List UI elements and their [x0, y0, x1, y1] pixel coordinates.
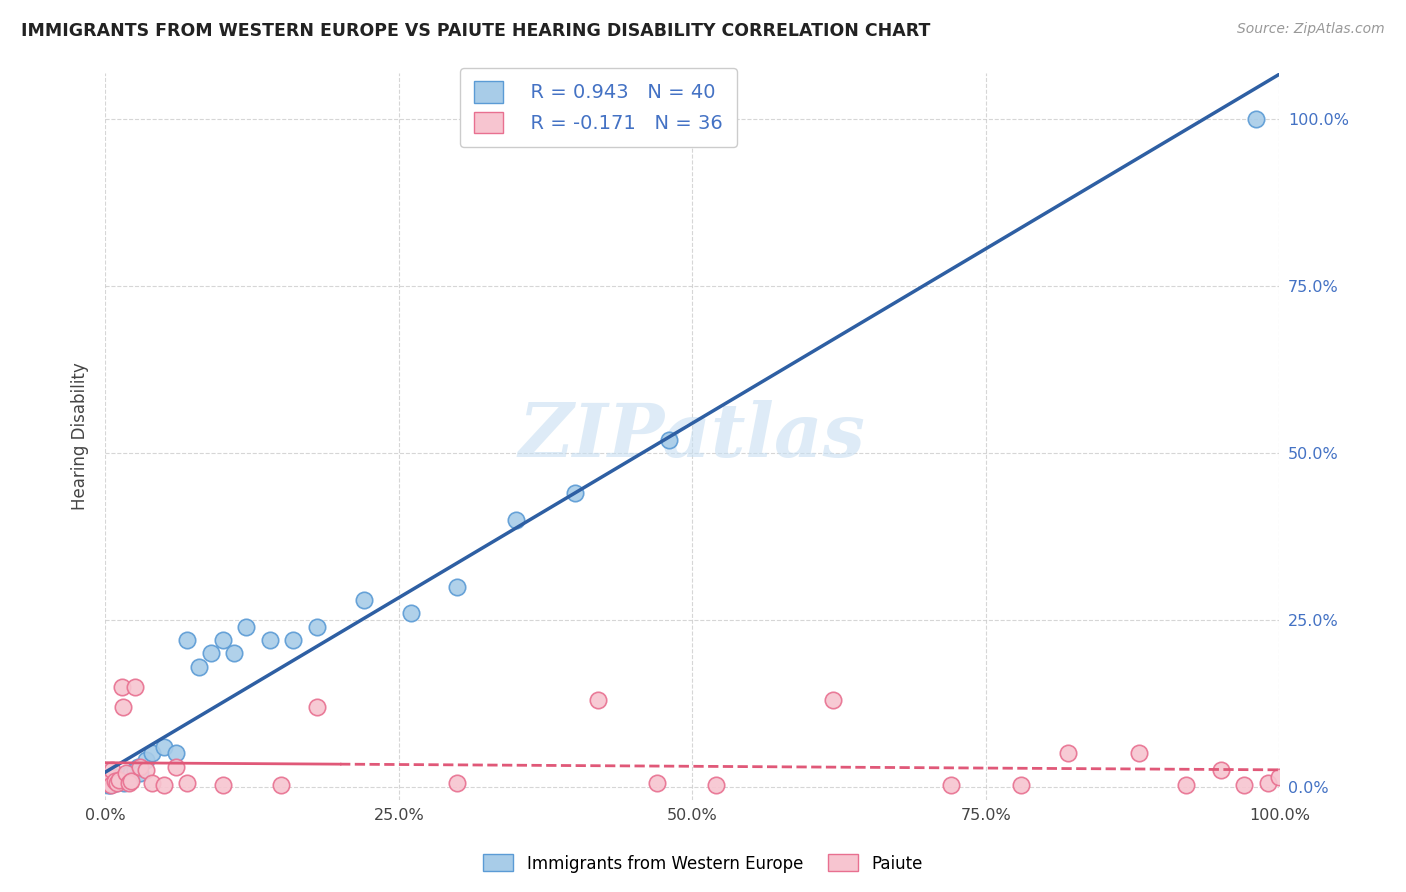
- Point: [188, 659, 211, 673]
- Point: [97, 776, 120, 790]
- Point: [211, 778, 233, 792]
- Point: [1268, 770, 1291, 784]
- Point: [98, 770, 121, 784]
- Point: [211, 632, 233, 647]
- Point: [165, 760, 187, 774]
- Point: [108, 773, 131, 788]
- Point: [645, 776, 668, 790]
- Point: [105, 775, 128, 789]
- Point: [305, 619, 328, 633]
- Point: [112, 776, 135, 790]
- Point: [101, 777, 124, 791]
- Point: [118, 776, 141, 790]
- Point: [1057, 747, 1080, 761]
- Point: [111, 699, 134, 714]
- Point: [588, 693, 610, 707]
- Point: [127, 760, 149, 774]
- Text: Source: ZipAtlas.com: Source: ZipAtlas.com: [1237, 22, 1385, 37]
- Point: [153, 739, 176, 754]
- Point: [1128, 747, 1150, 761]
- Point: [118, 770, 141, 784]
- Point: [124, 680, 146, 694]
- Point: [111, 680, 134, 694]
- Point: [270, 778, 292, 792]
- Point: [1244, 112, 1267, 127]
- Point: [823, 693, 845, 707]
- Point: [135, 763, 157, 777]
- Text: IMMIGRANTS FROM WESTERN EUROPE VS PAIUTE HEARING DISABILITY CORRELATION CHART: IMMIGRANTS FROM WESTERN EUROPE VS PAIUTE…: [21, 22, 931, 40]
- Point: [107, 770, 129, 784]
- Point: [505, 513, 527, 527]
- Point: [104, 773, 127, 788]
- Point: [104, 776, 127, 790]
- Point: [97, 779, 120, 793]
- Point: [353, 593, 375, 607]
- Point: [100, 774, 122, 789]
- Point: [141, 747, 163, 761]
- Point: [110, 774, 132, 789]
- Point: [1010, 778, 1032, 792]
- Point: [120, 766, 142, 780]
- Point: [176, 632, 198, 647]
- Point: [165, 747, 187, 761]
- Point: [105, 776, 128, 790]
- Point: [135, 753, 157, 767]
- Text: ZIPatlas: ZIPatlas: [519, 401, 866, 473]
- Point: [129, 760, 152, 774]
- Point: [115, 768, 138, 782]
- Point: [120, 774, 142, 789]
- Point: [564, 486, 586, 500]
- Point: [446, 776, 468, 790]
- Y-axis label: Hearing Disability: Hearing Disability: [72, 362, 89, 510]
- Point: [305, 699, 328, 714]
- Point: [658, 433, 681, 447]
- Point: [399, 606, 422, 620]
- Point: [259, 632, 281, 647]
- Point: [1233, 778, 1256, 792]
- Point: [1174, 778, 1197, 792]
- Point: [100, 778, 122, 792]
- Point: [235, 619, 257, 633]
- Point: [104, 774, 127, 789]
- Legend:   R = 0.943   N = 40,   R = -0.171   N = 36: R = 0.943 N = 40, R = -0.171 N = 36: [460, 68, 737, 147]
- Point: [704, 778, 727, 792]
- Point: [224, 646, 246, 660]
- Point: [176, 776, 198, 790]
- Legend: Immigrants from Western Europe, Paiute: Immigrants from Western Europe, Paiute: [477, 847, 929, 880]
- Point: [103, 776, 125, 790]
- Point: [1209, 763, 1232, 777]
- Point: [108, 773, 131, 788]
- Point: [129, 766, 152, 780]
- Point: [1257, 776, 1279, 790]
- Point: [446, 580, 468, 594]
- Point: [97, 776, 120, 790]
- Point: [111, 772, 134, 786]
- Point: [124, 763, 146, 777]
- Point: [281, 632, 304, 647]
- Point: [200, 646, 222, 660]
- Point: [98, 778, 121, 792]
- Point: [939, 778, 962, 792]
- Point: [153, 778, 176, 792]
- Point: [115, 766, 138, 780]
- Point: [101, 763, 124, 777]
- Point: [141, 776, 163, 790]
